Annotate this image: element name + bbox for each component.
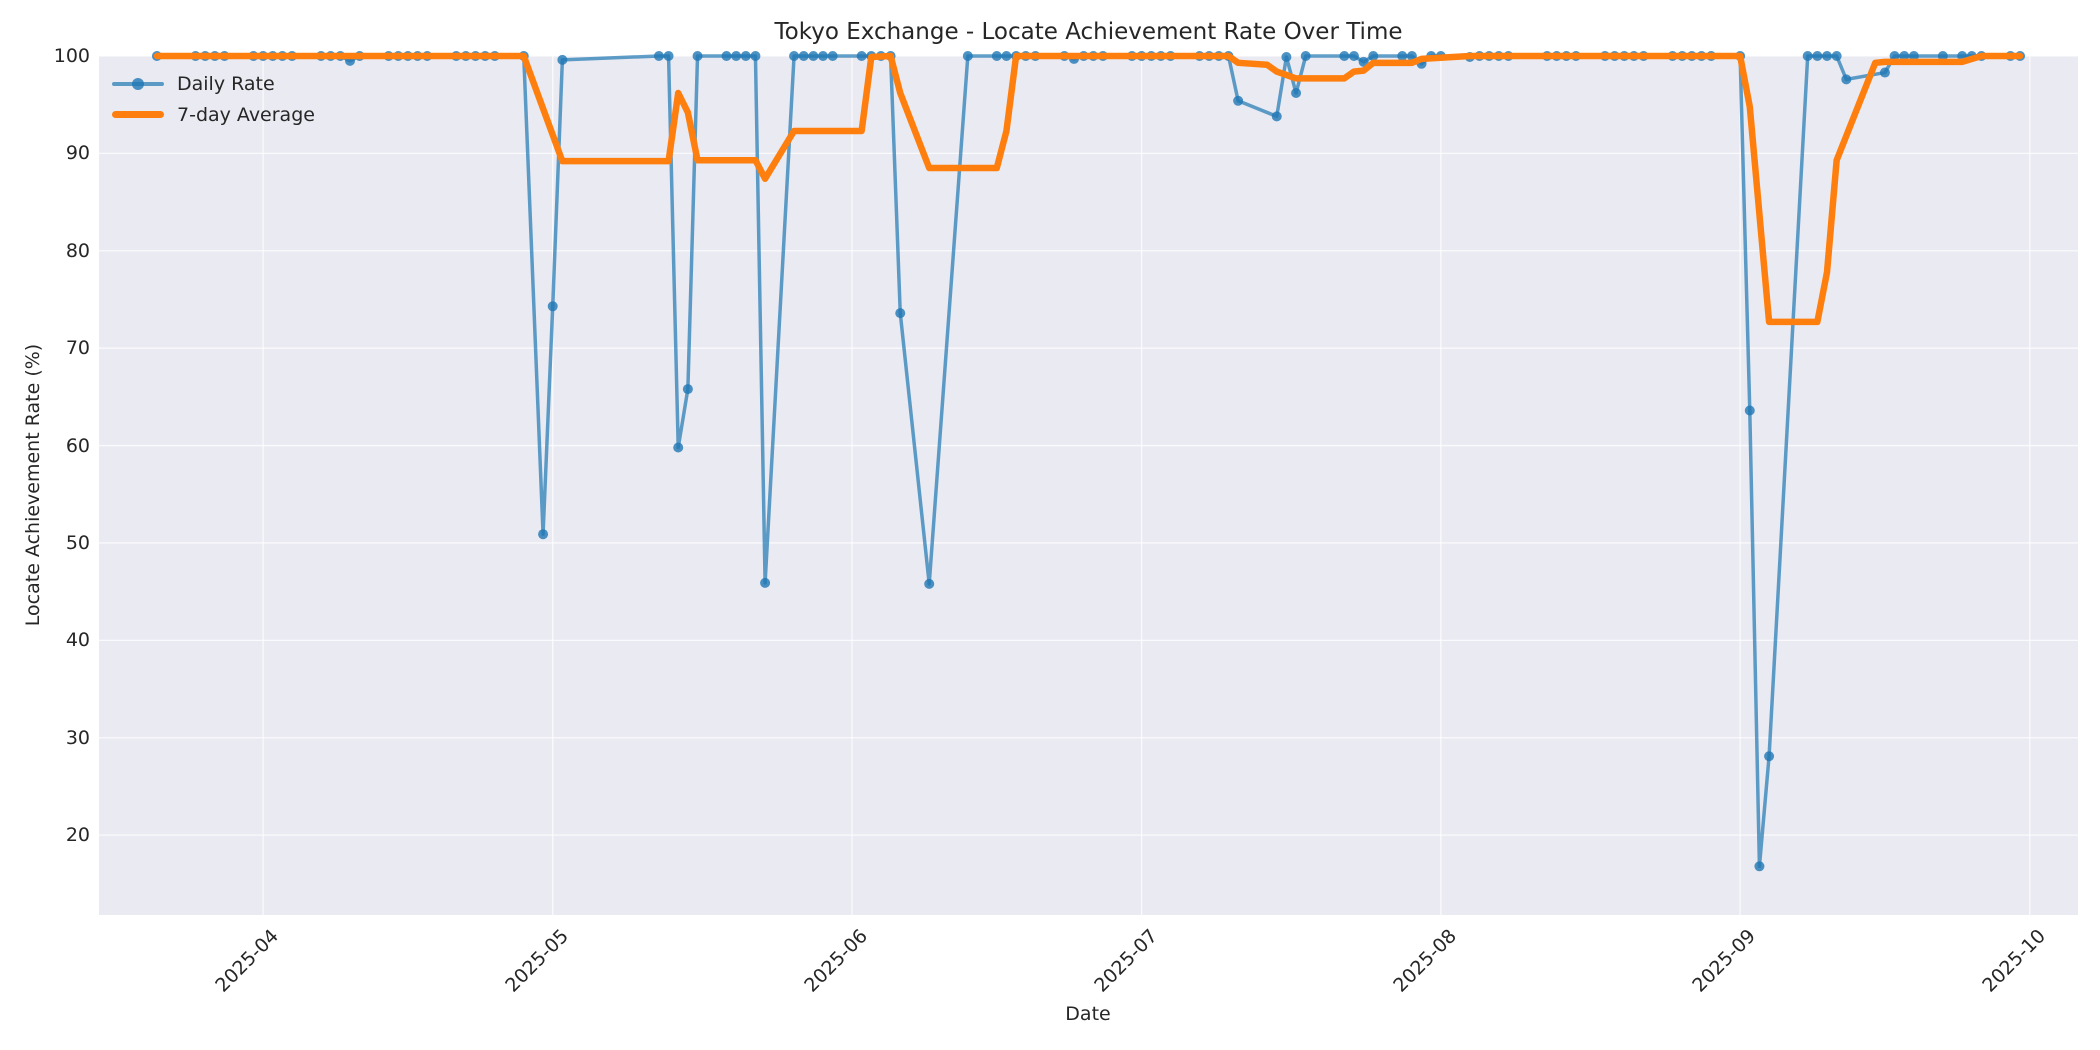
- legend: Daily Rate 7-day Average: [112, 68, 315, 130]
- x-axis-label: Date: [1065, 1003, 1111, 1025]
- y-tick-label: 40: [65, 629, 90, 652]
- plot-background: [99, 56, 2078, 915]
- chart-title: Tokyo Exchange - Locate Achievement Rate…: [774, 19, 1403, 45]
- legend-item-7day-average: 7-day Average: [112, 99, 315, 130]
- line-icon: [112, 107, 164, 123]
- y-axis-label: Locate Achievement Rate (%): [22, 343, 44, 627]
- y-tick-label: 70: [65, 337, 90, 360]
- y-tick-label: 80: [65, 239, 90, 262]
- y-tick-label: 60: [65, 434, 90, 457]
- y-tick-label: 100: [53, 45, 90, 67]
- y-tick-label: 90: [65, 142, 90, 165]
- y-tick-label: 50: [65, 531, 90, 554]
- line-marker-icon: [112, 76, 164, 92]
- y-tick-label: 20: [65, 824, 90, 847]
- legend-item-daily-rate: Daily Rate: [112, 68, 315, 99]
- legend-label-average: 7-day Average: [177, 103, 315, 126]
- legend-label-daily: Daily Rate: [177, 72, 275, 95]
- seven-day-average-series: [153, 52, 2024, 326]
- y-tick-label: 30: [65, 726, 90, 749]
